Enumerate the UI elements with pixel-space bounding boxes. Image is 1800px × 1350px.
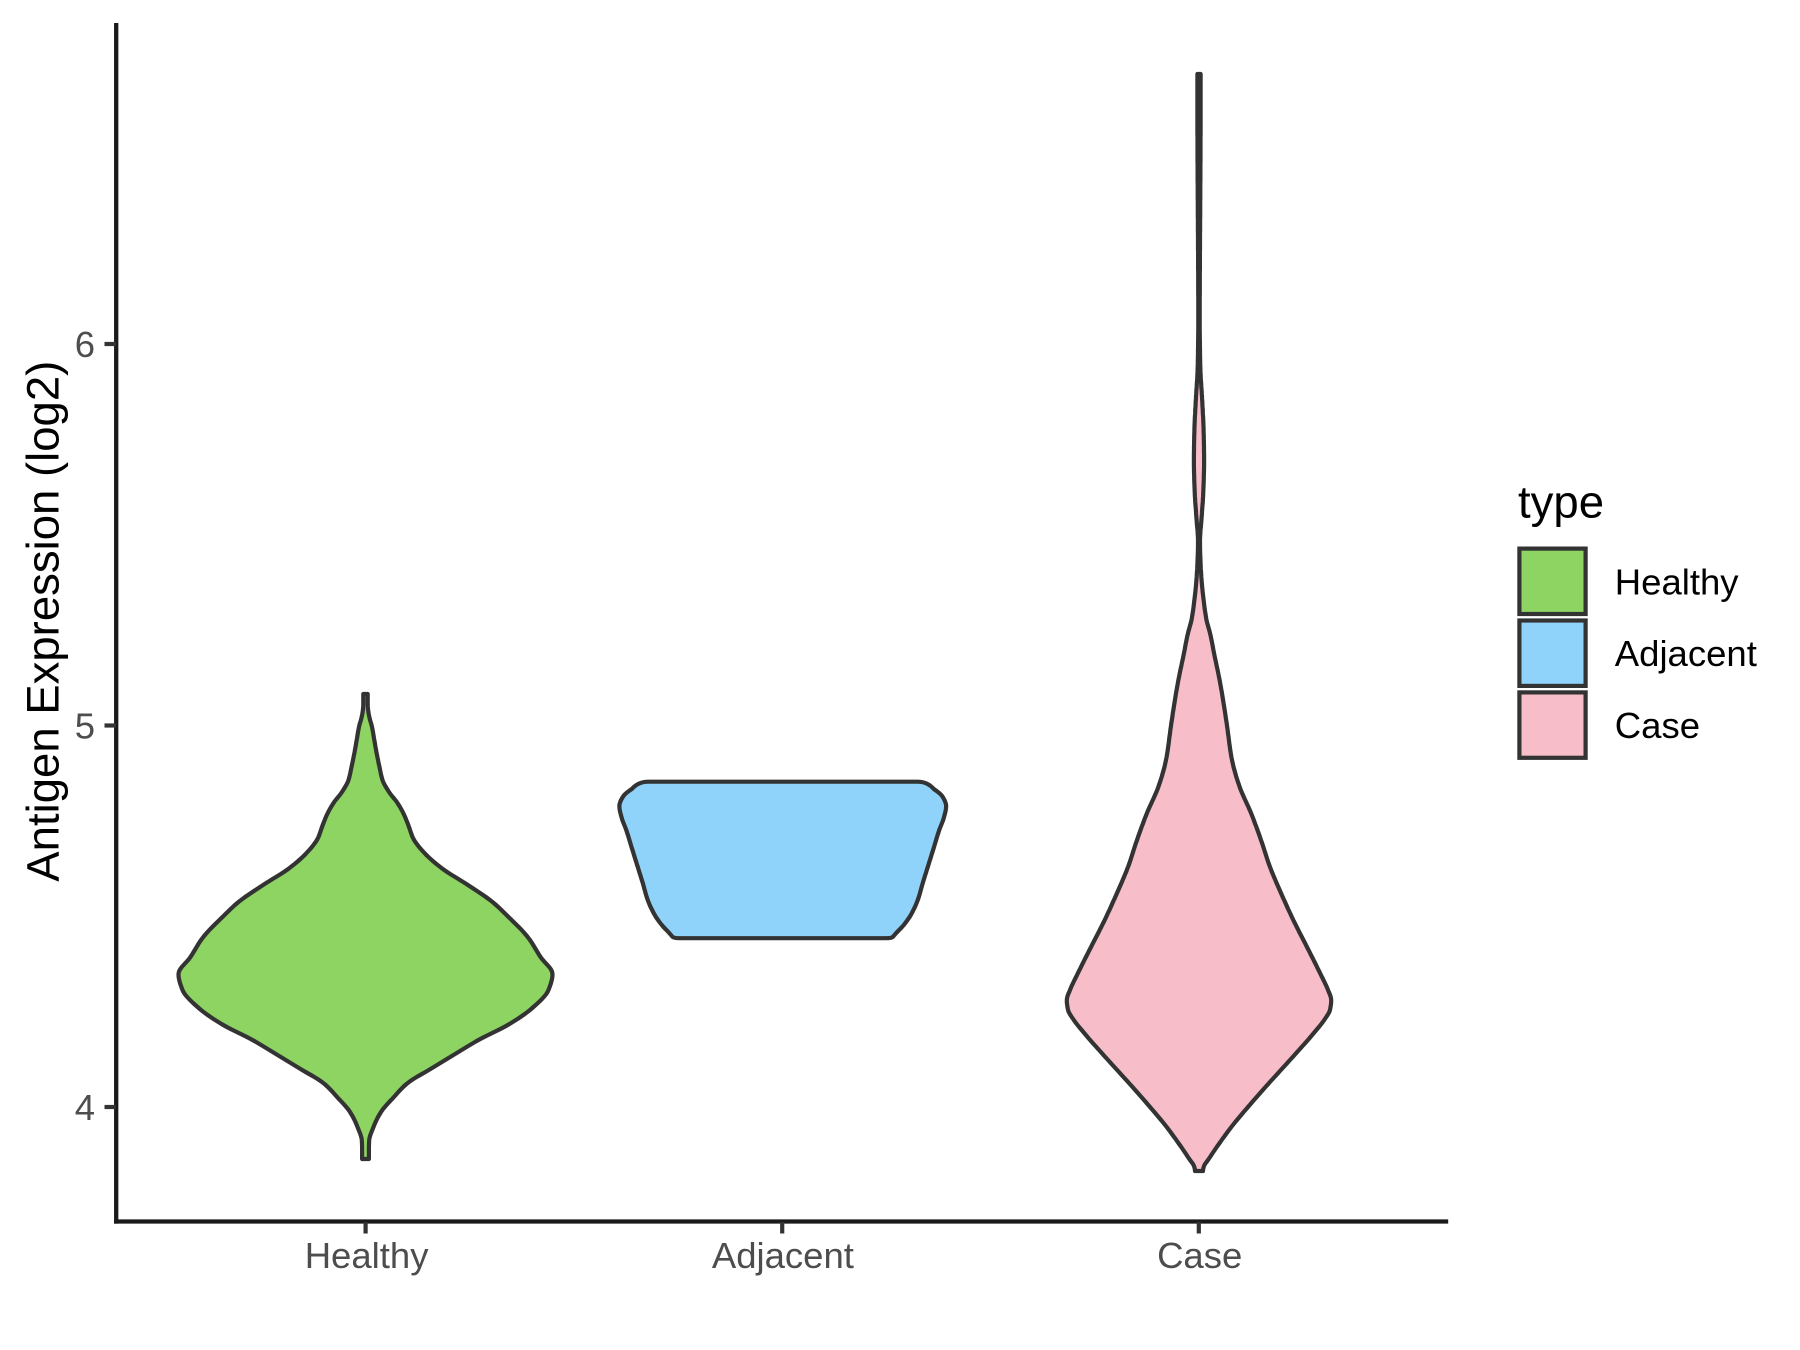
svg-text:type: type: [1518, 476, 1604, 527]
svg-text:6: 6: [75, 324, 95, 365]
svg-text:Case: Case: [1157, 1235, 1242, 1276]
svg-text:Case: Case: [1615, 705, 1700, 746]
svg-text:4: 4: [75, 1087, 95, 1128]
svg-text:Adjacent: Adjacent: [712, 1235, 854, 1276]
svg-text:Healthy: Healthy: [1615, 561, 1740, 602]
svg-text:Adjacent: Adjacent: [1615, 633, 1757, 674]
svg-text:Healthy: Healthy: [305, 1235, 430, 1276]
svg-text:5: 5: [75, 706, 95, 747]
svg-text:Antigen Expression (log2): Antigen Expression (log2): [18, 361, 69, 882]
